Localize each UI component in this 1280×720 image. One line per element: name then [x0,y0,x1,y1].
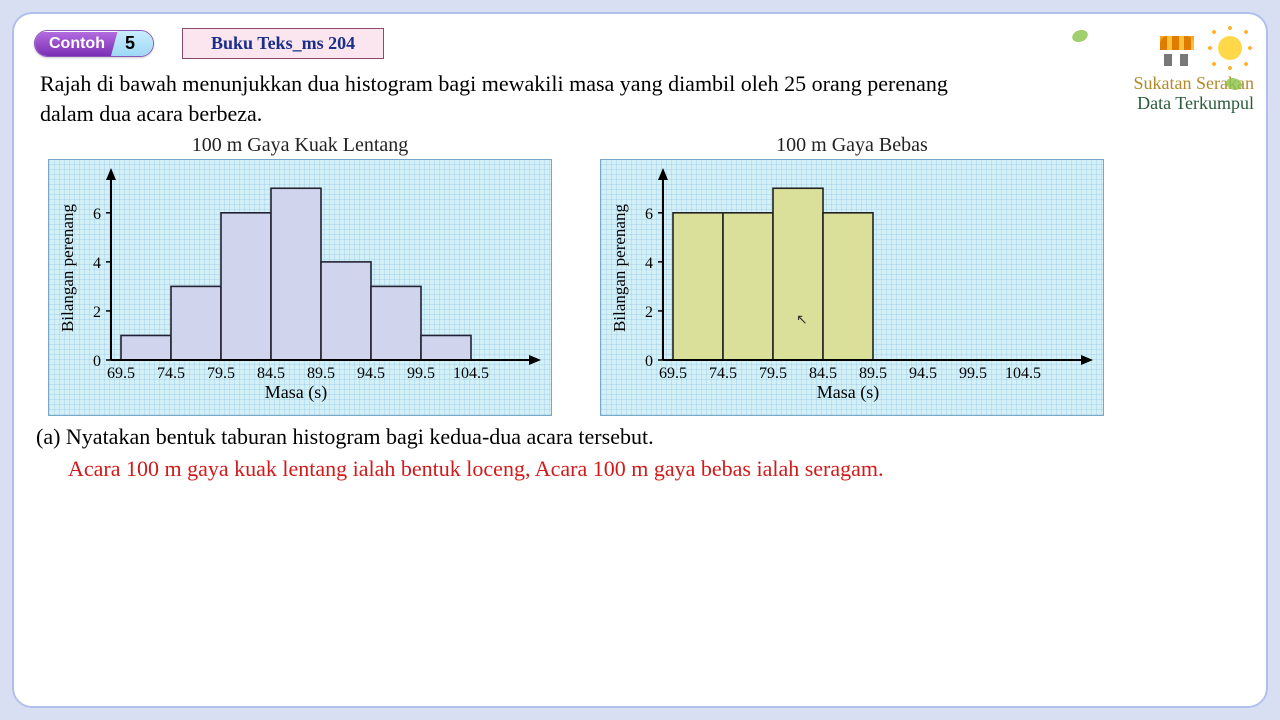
svg-text:Masa (s): Masa (s) [817,382,879,403]
svg-text:89.5: 89.5 [307,365,335,382]
sun-icon [1206,24,1254,72]
chart-left-outer: 0 2 4 6 69.5 74.5 79.5 84.5 89.5 94.5 99.5 104.5 Mas… [48,159,552,416]
svg-text:84.5: 84.5 [809,365,837,382]
svg-text:2: 2 [645,304,653,321]
svg-text:0: 0 [93,353,101,370]
chart-right-svg: 0 2 4 6 69.5 74.5 79.5 84.5 89.5 94.5 99.5 104.5 Mas… [607,166,1097,404]
contoh-number: 5 [111,31,153,56]
svg-text:79.5: 79.5 [207,365,235,382]
svg-text:104.5: 104.5 [453,365,489,382]
svg-text:0: 0 [645,353,653,370]
svg-text:99.5: 99.5 [407,365,435,382]
chart-left-title: 100 m Gaya Kuak Lentang [48,134,552,157]
chart-left-svg: 0 2 4 6 69.5 74.5 79.5 84.5 89.5 94.5 99.5 104.5 Mas… [55,166,545,404]
chart-right-title: 100 m Gaya Bebas [600,134,1104,157]
corner-line2: Data Terkumpul [1134,94,1254,114]
svg-text:79.5: 79.5 [759,365,787,382]
chart-right-outer: 0 2 4 6 69.5 74.5 79.5 84.5 89.5 94.5 99.5 104.5 Mas… [600,159,1104,416]
svg-text:104.5: 104.5 [1005,365,1041,382]
corner-art: Sukatan Serakan Data Terkumpul [1134,24,1254,114]
svg-text:69.5: 69.5 [659,365,687,382]
svg-text:74.5: 74.5 [709,365,737,382]
svg-text:Bilangan perenang: Bilangan perenang [610,204,629,332]
svg-text:69.5: 69.5 [107,365,135,382]
svg-text:2: 2 [93,304,101,321]
question-text: Rajah di bawah menunjukkan dua histogram… [40,69,1006,128]
svg-text:74.5: 74.5 [157,365,185,382]
answer-text: Acara 100 m gaya kuak lentang ialah bent… [68,456,1246,482]
svg-text:Masa (s): Masa (s) [265,382,327,403]
svg-text:4: 4 [93,255,101,272]
svg-text:94.5: 94.5 [357,365,385,382]
buku-badge: Buku Teks_ms 204 [182,28,384,59]
slide-card: Contoh 5 Buku Teks_ms 204 Sukatan Seraka… [12,12,1268,708]
charts-row: 100 m Gaya Kuak Lentang 0 2 4 6 69.5 74.5 79.5… [48,134,1246,416]
sub-question: (a) Nyatakan bentuk taburan histogram ba… [36,424,1246,450]
svg-text:89.5: 89.5 [859,365,887,382]
svg-text:Bilangan perenang: Bilangan perenang [58,204,77,332]
svg-text:6: 6 [93,206,101,223]
svg-text:84.5: 84.5 [257,365,285,382]
svg-text:4: 4 [645,255,653,272]
svg-text:94.5: 94.5 [909,365,937,382]
svg-text:6: 6 [645,206,653,223]
chart-right-block: 100 m Gaya Bebas 0 2 4 6 69.5 74.5 79.5 84.5 89.… [600,134,1104,416]
shop-icon [1154,32,1200,72]
contoh-badge: Contoh 5 [34,30,154,57]
svg-text:99.5: 99.5 [959,365,987,382]
chart-left-block: 100 m Gaya Kuak Lentang 0 2 4 6 69.5 74.5 79.5… [48,134,552,416]
contoh-label: Contoh [35,32,119,56]
